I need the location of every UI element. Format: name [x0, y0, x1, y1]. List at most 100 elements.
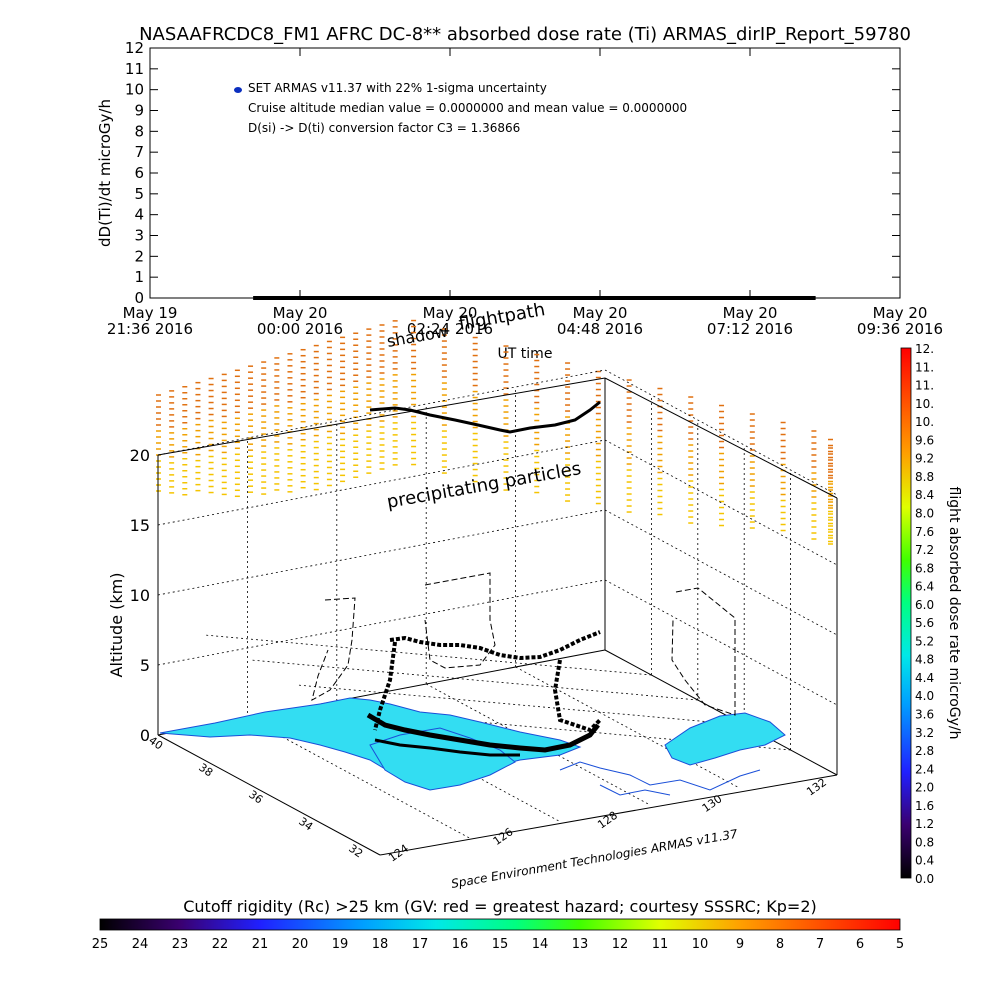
dose-colorbar-tick-label: 8.8	[915, 470, 934, 484]
top-y-axis-label: dD(Ti)/dt microGy/h	[96, 99, 114, 247]
box-edge	[379, 774, 838, 856]
dose-colorbar-tick-label: 6.0	[915, 598, 934, 612]
grid-line-floor	[247, 717, 470, 839]
top-y-tick-label: 12	[125, 39, 144, 57]
top-x-tick-label: 00:00 2016	[257, 320, 343, 338]
dose-colorbar-tick-label: 10.	[915, 397, 934, 411]
dose-colorbar-tick-label: 10.	[915, 415, 934, 429]
dose-colorbar-tick-label: 8.4	[915, 488, 934, 502]
flightpath-mid	[389, 630, 601, 661]
dose-colorbar-gradient	[901, 348, 911, 878]
box-edge	[604, 377, 838, 499]
grid-line-altitude	[604, 439, 838, 566]
top-y-tick-label: 7	[134, 143, 144, 161]
legend-line-3: D(si) -> D(ti) conversion factor C3 = 1.…	[248, 121, 520, 135]
flightpath	[366, 400, 602, 757]
altitude-tick-label: 10	[130, 586, 150, 605]
dose-colorbar-tick-label: 6.4	[915, 580, 934, 594]
longitude-tick-label: 128	[595, 809, 620, 832]
rigidity-colorbar-tick-label: 23	[172, 937, 189, 952]
rigidity-colorbar-tick-label: 10	[692, 937, 709, 952]
longitude-tick-label: 132	[804, 776, 829, 799]
rigidity-colorbar-frame	[99, 918, 901, 931]
rigidity-colorbar-gradient	[100, 919, 900, 930]
top-y-tick-label: 1	[134, 268, 144, 286]
rigidity-colorbar-tick-label: 19	[332, 937, 349, 952]
top-x-tick-label: May 20	[573, 304, 628, 322]
rigidity-colorbar-ticks: 25 24 23 22 21 20 19 18 17 16 15 14 13 12 11 10 9 8 7 6 5	[92, 937, 904, 952]
rigidity-colorbar-tick-label: 7	[816, 937, 824, 952]
legend-line-2: Cruise altitude median value = 0.0000000…	[248, 101, 687, 115]
rigidity-colorbar-tick-label: 16	[452, 937, 469, 952]
box-edge	[157, 377, 606, 456]
dose-colorbar-tick-label: 4.0	[915, 689, 934, 703]
grid-line-altitude	[604, 509, 838, 636]
dose-colorbar-tick-label: 11.	[915, 379, 934, 393]
box-edge	[157, 734, 381, 856]
top-y-tick-label: 9	[134, 102, 144, 120]
dose-colorbar-tick-label: 3.6	[915, 708, 934, 722]
dose-colorbar-tick-label: 8.0	[915, 506, 934, 520]
top-x-tick-label: 02:24 2016	[407, 320, 493, 338]
top-y-tick-label: 3	[134, 227, 144, 245]
legend-marker	[234, 87, 242, 93]
rigidity-colorbar-tick-label: 6	[856, 937, 864, 952]
grid-line-altitude	[604, 579, 838, 706]
altitude-axis: 0 5 10 15 20	[130, 446, 150, 745]
dose-colorbar-tick-label: 5.2	[915, 634, 934, 648]
rigidity-colorbar-tick-label: 25	[92, 937, 109, 952]
dose-colorbar-tick-label: 3.2	[915, 726, 934, 740]
top-y-tick-label: 11	[125, 60, 144, 78]
altitude-tick-label: 15	[130, 516, 150, 535]
rigidity-colorbar-tick-label: 17	[412, 937, 429, 952]
grid-line-altitude	[157, 369, 606, 456]
rigidity-colorbar-tick-label: 22	[212, 937, 229, 952]
top-x-tick-label: 07:12 2016	[707, 320, 793, 338]
legend-line-1: SET ARMAS v11.37 with 22% 1-sigma uncert…	[248, 81, 547, 95]
dose-colorbar-ticks: 0.0 0.4 0.8 1.2 1.6 2.0 2.4 2.8 3.2 3.6 4.0 4.4 4.8 5…	[915, 342, 934, 886]
dose-colorbar-tick-label: 9.2	[915, 452, 934, 466]
rigidity-colorbar-tick-label: 21	[252, 937, 269, 952]
grid-line-altitude	[157, 579, 606, 666]
altitude-axis-label: Altitude (km)	[107, 573, 126, 678]
top-x-tick-label: May 19	[123, 304, 178, 322]
grid-line-altitude	[604, 369, 838, 496]
rigidity-colorbar-tick-label: 8	[776, 937, 784, 952]
coastline-fragment	[599, 784, 671, 796]
latitude-tick-label: 32	[346, 842, 365, 861]
dose-colorbar-frame	[900, 347, 912, 879]
box-edge	[604, 649, 838, 776]
shadow-east-wall	[671, 587, 736, 716]
annotation-shadow: shadow	[385, 322, 449, 351]
dose-colorbar-label: flight absorbed dose rate microGy/h	[946, 487, 962, 740]
dose-colorbar-tick-label: 0.8	[915, 835, 934, 849]
scene-box	[157, 377, 838, 856]
top-x-tick-label: 21:36 2016	[107, 320, 193, 338]
grid-line-altitude	[157, 439, 606, 526]
rigidity-colorbar-tick-label: 18	[372, 937, 389, 952]
rigidity-colorbar-tick-label: 12	[612, 937, 629, 952]
dose-colorbar-tick-label: 2.0	[915, 781, 934, 795]
altitude-tick-label: 20	[130, 446, 150, 465]
altitude-tick-label: 5	[140, 656, 150, 675]
flightpath-top	[369, 400, 601, 434]
dose-colorbar-tick-label: 12.	[915, 342, 934, 356]
dose-colorbar-tick-label: 0.0	[915, 872, 934, 886]
grid-line-altitude	[157, 509, 606, 596]
dose-colorbar-tick-label: 2.4	[915, 762, 934, 776]
rigidity-colorbar-tick-label: 9	[736, 937, 744, 952]
longitude-tick-label: 124	[386, 842, 411, 865]
rigidity-colorbar-tick-label: 13	[572, 937, 589, 952]
land-japan	[664, 712, 786, 766]
top-y-tick-label: 0	[134, 289, 144, 307]
top-x-axis-label: UT time	[498, 346, 553, 362]
top-y-tick-label: 5	[134, 185, 144, 203]
rigidity-colorbar-tick-label: 24	[132, 937, 149, 952]
dose-colorbar-tick-label: 11.	[915, 360, 934, 374]
land-areas	[159, 697, 786, 796]
